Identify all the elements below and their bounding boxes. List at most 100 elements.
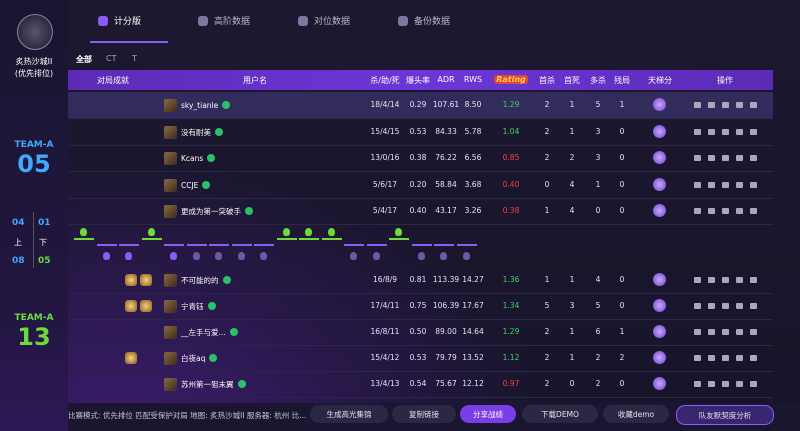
action-button[interactable]	[736, 329, 743, 335]
action-button[interactable]	[708, 155, 715, 161]
action-button[interactable]	[750, 381, 757, 387]
rank-icon	[653, 351, 666, 364]
action-button[interactable]	[750, 303, 757, 309]
action-button[interactable]	[694, 329, 701, 335]
action-button[interactable]	[722, 155, 729, 161]
action-button[interactable]	[722, 102, 729, 108]
action-button[interactable]	[736, 303, 743, 309]
stat-cell: 0.53	[409, 353, 427, 362]
stat-cell: 3.26	[464, 206, 482, 215]
action-button[interactable]	[708, 355, 715, 361]
player-name[interactable]: CCJE	[164, 178, 211, 192]
action-button[interactable]	[736, 277, 743, 283]
column-header: 操作	[717, 76, 733, 85]
player-name[interactable]: Kcans	[164, 151, 216, 165]
stat-cell: 2	[595, 379, 601, 388]
action-button[interactable]	[736, 208, 743, 214]
achievement-badge	[125, 352, 137, 364]
map-name: 炙热沙城II	[15, 57, 53, 66]
action-button[interactable]	[736, 155, 743, 161]
footer-button[interactable]: 队友默契度分析	[676, 405, 774, 425]
player-name[interactable]: 苏州第一狙末翼	[164, 377, 246, 391]
footer-button[interactable]: 分享战绩	[460, 405, 516, 423]
stat-cell: 76.22	[435, 153, 457, 162]
action-button[interactable]	[708, 208, 715, 214]
sub-tab[interactable]: CT	[106, 54, 117, 63]
action-button[interactable]	[722, 208, 729, 214]
stat-cell: 0.97	[502, 379, 520, 388]
divider	[33, 212, 34, 268]
player-row	[68, 345, 773, 372]
column-header: Rating	[494, 75, 528, 84]
action-button[interactable]	[736, 182, 743, 188]
action-button[interactable]	[750, 208, 757, 214]
action-button[interactable]	[750, 277, 757, 283]
action-button[interactable]	[722, 182, 729, 188]
action-button[interactable]	[750, 102, 757, 108]
player-name[interactable]: 更成为第一突破手	[164, 204, 253, 218]
tab[interactable]: 备份数据	[398, 14, 450, 27]
action-button[interactable]	[722, 381, 729, 387]
rank-icon	[653, 178, 666, 191]
action-button[interactable]	[708, 303, 715, 309]
action-button[interactable]	[694, 277, 701, 283]
action-button[interactable]	[750, 182, 757, 188]
action-button[interactable]	[750, 129, 757, 135]
action-button[interactable]	[694, 182, 701, 188]
round-bar	[254, 244, 274, 246]
tab[interactable]: 高阶数据	[198, 14, 250, 27]
action-button[interactable]	[736, 102, 743, 108]
player-name[interactable]: __左手与爱...	[164, 325, 238, 339]
stat-cell: 0	[619, 127, 625, 136]
footer-button[interactable]: 收藏demo	[603, 405, 669, 423]
stat-cell: 14.27	[462, 275, 484, 284]
action-button[interactable]	[750, 355, 757, 361]
action-button[interactable]	[708, 329, 715, 335]
action-button[interactable]	[708, 182, 715, 188]
action-button[interactable]	[694, 129, 701, 135]
action-button[interactable]	[694, 355, 701, 361]
action-button[interactable]	[708, 277, 715, 283]
tab-underline	[90, 41, 168, 43]
action-button[interactable]	[722, 277, 729, 283]
sub-tab[interactable]: 全部	[76, 55, 92, 64]
sub-tab[interactable]: T	[132, 54, 137, 63]
action-button[interactable]	[694, 208, 701, 214]
username: 白夜aq	[181, 353, 206, 363]
stat-cell: 89.00	[435, 327, 457, 336]
action-button[interactable]	[750, 155, 757, 161]
action-button[interactable]	[694, 102, 701, 108]
player-name[interactable]: 没有耐美	[164, 125, 223, 139]
action-button[interactable]	[722, 303, 729, 309]
action-button[interactable]	[708, 102, 715, 108]
action-button[interactable]	[694, 155, 701, 161]
footer-button[interactable]: 复制链接	[392, 405, 456, 423]
player-name[interactable]: 不可能的的	[164, 273, 231, 287]
player-name[interactable]: 宁青钰	[164, 299, 216, 313]
action-button[interactable]	[722, 355, 729, 361]
action-button[interactable]	[694, 303, 701, 309]
stat-cell: 4	[569, 180, 575, 189]
player-name[interactable]: sky_tianle	[164, 98, 231, 112]
action-button[interactable]	[708, 381, 715, 387]
action-button[interactable]	[694, 381, 701, 387]
action-button[interactable]	[736, 381, 743, 387]
tab[interactable]: 对位数据	[298, 14, 350, 27]
action-button[interactable]	[736, 355, 743, 361]
stat-cell: 0.81	[409, 275, 427, 284]
round-icon	[147, 228, 155, 236]
action-button[interactable]	[750, 329, 757, 335]
half-score: 01	[38, 218, 51, 228]
tab[interactable]: 计分版	[98, 14, 141, 27]
round-bar	[186, 244, 207, 246]
player-row	[68, 198, 773, 225]
action-button[interactable]	[736, 129, 743, 135]
player-name[interactable]: 白夜aq	[164, 351, 218, 365]
verified-icon	[237, 380, 246, 388]
footer-button[interactable]: 生成高光集锦	[310, 405, 388, 423]
half-score: 05	[38, 256, 51, 266]
action-button[interactable]	[722, 329, 729, 335]
action-button[interactable]	[722, 129, 729, 135]
action-button[interactable]	[708, 129, 715, 135]
footer-button[interactable]: 下载DEMO	[522, 405, 598, 423]
